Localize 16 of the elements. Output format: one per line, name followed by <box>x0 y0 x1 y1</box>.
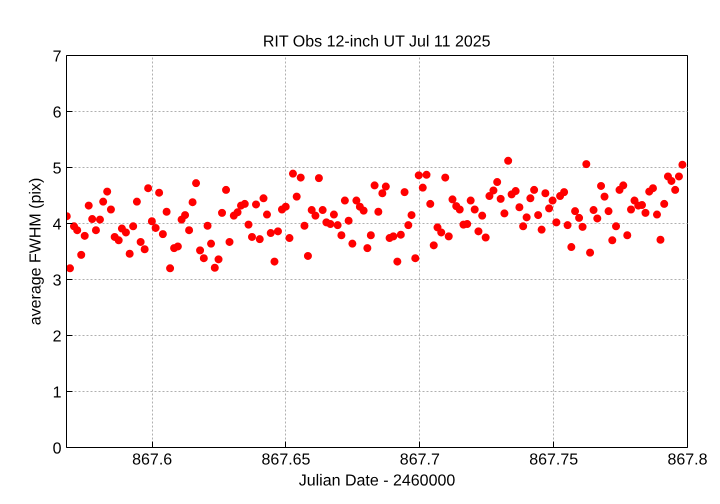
y-tick-label: 4 <box>52 216 62 234</box>
y-tick-label: 3 <box>52 272 62 290</box>
y-axis-title: average FWHM (pix) <box>28 178 45 326</box>
y-tick-label: 6 <box>52 104 62 122</box>
y-tick-label: 7 <box>52 48 62 66</box>
y-tick-label: 0 <box>52 440 62 458</box>
x-tick-label: 867.7 <box>400 452 440 468</box>
y-tick-label: 5 <box>52 160 62 178</box>
x-tick-label: 867.8 <box>667 452 708 468</box>
x-tick-label: 867.75 <box>529 452 578 468</box>
y-tick-label: 2 <box>52 328 62 346</box>
x-tick-label: 867.65 <box>262 452 311 468</box>
chart-title: RIT Obs 12-inch UT Jul 11 2025 <box>262 34 491 50</box>
x-tick-label: 867.6 <box>132 452 172 468</box>
x-axis-title: Julian Date - 2460000 <box>298 472 456 490</box>
y-tick-label: 1 <box>52 384 62 402</box>
